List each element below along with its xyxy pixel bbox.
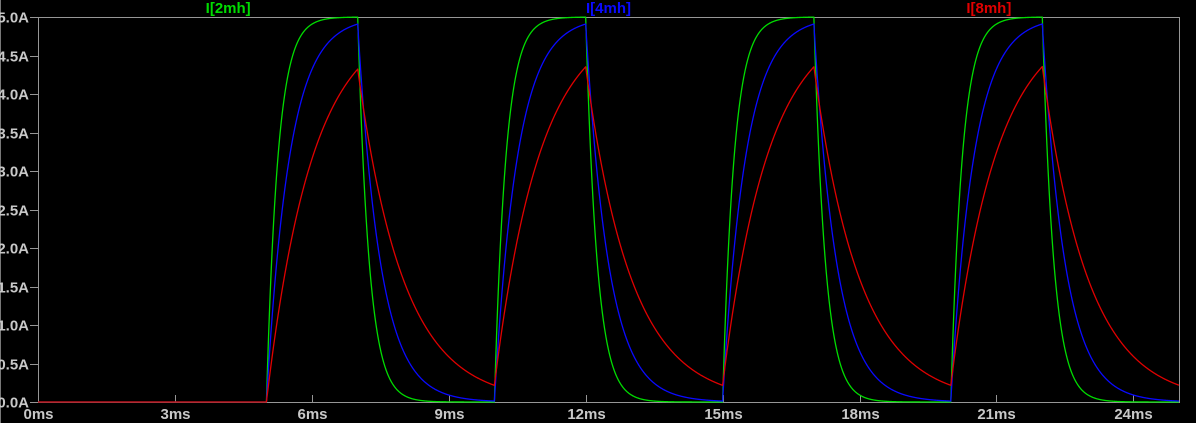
y-tick-label: 5.0A <box>0 10 29 27</box>
x-tick-label: 18ms <box>841 406 879 423</box>
x-tick-label: 21ms <box>977 406 1015 423</box>
y-tick-label: 1.5A <box>0 280 29 297</box>
trace-label-I8mh[interactable]: I[8mh] <box>966 0 1012 17</box>
x-tick-label: 3ms <box>160 406 190 423</box>
plot-border-box <box>38 17 1180 403</box>
trace-I[2mh][interactable] <box>37 16 1180 403</box>
y-tick-label: 3.5A <box>0 126 29 143</box>
y-tick-label: 0.0A <box>0 395 29 412</box>
y-tick-label: 2.0A <box>0 241 29 258</box>
trace-label-I2mh[interactable]: I[2mh] <box>205 0 251 17</box>
x-tick-label: 24ms <box>1114 406 1152 423</box>
x-tick-label: 9ms <box>434 406 464 423</box>
trace-I[8mh][interactable] <box>37 65 1180 403</box>
x-tick-label: 15ms <box>704 406 742 423</box>
y-tick-label: 4.0A <box>0 87 29 104</box>
trace-I[4mh][interactable] <box>37 23 1180 403</box>
y-tick-label: 1.0A <box>0 318 29 335</box>
x-tick-label: 6ms <box>297 406 327 423</box>
y-tick-label: 4.5A <box>0 49 29 66</box>
y-tick-label: 2.5A <box>0 203 29 220</box>
trace-label-I4mh[interactable]: I[4mh] <box>586 0 631 17</box>
x-tick-label: 0ms <box>23 406 53 423</box>
x-tick-label: 12ms <box>567 406 605 423</box>
y-tick-label: 0.5A <box>0 357 29 374</box>
y-tick-label: 3.0A <box>0 164 29 181</box>
